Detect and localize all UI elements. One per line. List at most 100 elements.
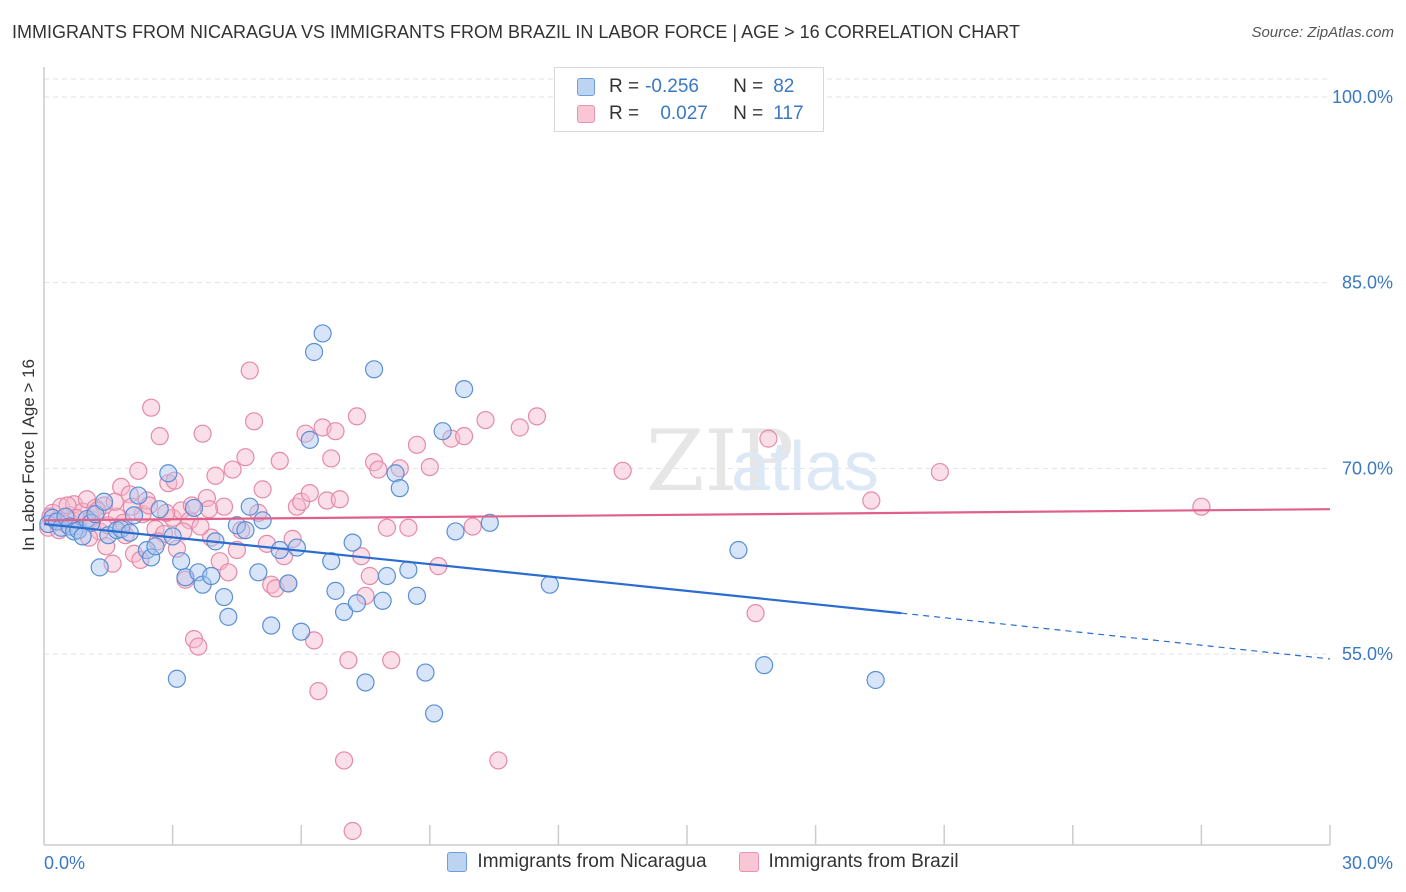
nicaragua-trend-extension: [901, 612, 1331, 660]
legend-label-brazil: Immigrants from Brazil: [768, 851, 959, 872]
legend-r-value: -0.256: [645, 76, 699, 97]
brazil-point: [105, 492, 124, 511]
brazil-point: [407, 435, 427, 454]
legend-r-label: R =: [609, 103, 640, 124]
chart-title: IMMIGRANTS FROM NICARAGUA VS IMMIGRANTS …: [12, 22, 1020, 42]
brazil-point: [199, 500, 219, 519]
brazil-point: [236, 448, 255, 467]
brazil-point: [746, 604, 765, 623]
brazil-point: [227, 540, 246, 560]
brazil-point: [300, 483, 319, 503]
nicaragua-point: [446, 522, 465, 541]
brazil-point: [283, 529, 302, 548]
y-tick-label: 100.0%: [1332, 87, 1393, 107]
brazil-point: [347, 407, 367, 426]
legend-item-brazil: Immigrants from Brazil: [738, 851, 959, 873]
brazil-point: [339, 651, 358, 670]
brazil-point: [182, 496, 201, 515]
nicaragua-point: [755, 656, 774, 675]
nicaragua-point: [377, 566, 397, 586]
legend-r-label: R =: [609, 76, 640, 97]
nicaragua-point: [407, 586, 427, 605]
nicaragua-point: [433, 422, 452, 441]
legend-r-value: 0.027: [660, 103, 708, 124]
brazil-point: [131, 550, 150, 570]
nicaragua-point: [94, 492, 114, 511]
grid-lines: [44, 78, 1330, 655]
brazil-point: [476, 410, 495, 430]
brazil-point: [223, 460, 242, 479]
brazil-point: [454, 427, 474, 446]
brazil-point: [1192, 497, 1211, 516]
nicaragua-point: [322, 552, 341, 571]
legend-n-value: 82: [773, 76, 795, 97]
brazil-point: [97, 537, 116, 556]
nicaragua-point: [82, 513, 101, 532]
brazil-point: [399, 518, 418, 537]
brazil-swatch: [577, 105, 595, 123]
nicaragua-point: [236, 521, 255, 540]
brazil-point: [343, 821, 362, 841]
brazil-point: [214, 497, 234, 516]
nicaragua-point: [146, 537, 165, 556]
nicaragua-point: [287, 538, 307, 557]
brazil-point: [58, 496, 77, 515]
nicaragua-point: [292, 622, 311, 641]
legend-row-nicaragua: R = -0.256 N = 82: [577, 74, 794, 100]
nicaragua-point: [304, 342, 324, 362]
brazil-point: [253, 480, 272, 499]
nicaragua-point: [424, 704, 444, 723]
nicaragua-swatch: [447, 852, 468, 872]
nicaragua-point: [399, 560, 418, 579]
brazil-point: [191, 517, 210, 536]
y-tick-label: 55.0%: [1342, 644, 1393, 664]
tick-labels: 55.0% 70.0% 85.0% 100.0% 0.0% 30.0%: [44, 87, 1393, 873]
nicaragua-point: [159, 464, 178, 483]
nicaragua-point: [129, 486, 148, 505]
nicaragua-point: [729, 540, 748, 560]
nicaragua-point: [347, 594, 367, 613]
x-tick-label: 30.0%: [1342, 853, 1393, 873]
brazil-point: [463, 517, 482, 536]
nicaragua-point: [313, 324, 332, 343]
brazil-point: [219, 563, 238, 582]
nicaragua-point: [73, 527, 92, 546]
brazil-point: [334, 751, 354, 770]
brazil-point: [142, 398, 161, 417]
nicaragua-point: [124, 506, 144, 525]
brazil-point: [527, 407, 547, 426]
nicaragua-point: [279, 574, 298, 593]
legend-item-nicaragua: Immigrants from Nicaragua: [447, 851, 707, 873]
brazil-point: [270, 451, 289, 471]
brazil-point: [309, 682, 328, 701]
brazil-point: [330, 490, 349, 509]
brazil-point: [930, 462, 950, 482]
nicaragua-point: [90, 558, 109, 577]
brazil-point: [317, 491, 337, 510]
nicaragua-point: [86, 505, 105, 524]
brazil-point: [150, 427, 169, 446]
brazil-point: [510, 418, 529, 437]
brazil-point: [322, 449, 341, 468]
nicaragua-point: [373, 591, 392, 610]
nicaragua-swatch: [577, 78, 595, 96]
nicaragua-point: [214, 587, 234, 607]
brazil-point: [197, 488, 216, 508]
brazil-point: [165, 471, 184, 490]
trend-lines: [43, 508, 1331, 660]
correlation-legend: R = -0.256 N = 82 R = 0.027 N = 117: [554, 67, 824, 132]
nicaragua-point: [184, 498, 204, 518]
watermark-atlas: atlas: [731, 427, 879, 505]
nicaragua-point: [416, 663, 435, 682]
brazil-point: [377, 518, 397, 537]
source-credit: Source: ZipAtlas.com: [1251, 24, 1394, 41]
nicaragua-point: [866, 670, 885, 690]
axes: [43, 67, 1331, 846]
nicaragua-point: [142, 548, 161, 567]
y-axis-title: In Labor Force | Age > 16: [19, 359, 38, 551]
nicaragua-point: [300, 430, 319, 449]
brazil-swatch: [738, 852, 759, 872]
nicaragua-point: [386, 464, 405, 483]
nicaragua-point: [454, 380, 474, 399]
